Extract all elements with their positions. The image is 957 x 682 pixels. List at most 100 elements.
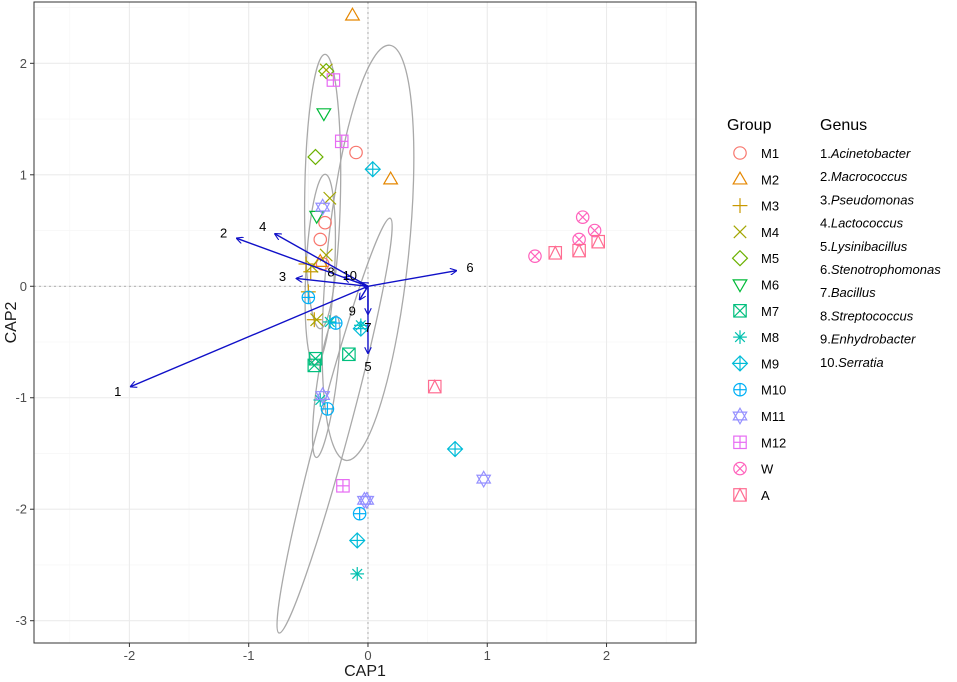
vector-label-9: 9 [349, 304, 356, 319]
marker-stroke [733, 487, 747, 502]
genus-legend-item-9: 9.Enhydrobacter [820, 332, 916, 347]
point-m1-2 [318, 215, 332, 230]
legend-key-m7 [733, 304, 747, 318]
point-m4-3 [319, 248, 333, 262]
x-tick-label: -2 [124, 648, 136, 663]
marker-outline [359, 491, 375, 505]
marker-stroke [310, 313, 324, 327]
y-tick-label: 2 [20, 56, 27, 71]
genus-name: Pseudomonas [831, 192, 915, 207]
point-m11-5 [314, 198, 331, 217]
point-m4-5 [310, 313, 324, 327]
point-m1-3 [313, 232, 328, 247]
genus-name: Bacillus [831, 285, 876, 300]
y-tick-label: 0 [20, 279, 27, 294]
legend-key-w [733, 461, 747, 476]
genus-legend-item-10: 10.Serratia [820, 355, 884, 370]
vector-arrow-1 [131, 285, 369, 386]
marker-outline [314, 198, 331, 212]
panel-border [33, 1, 697, 644]
genus-number: 3. [820, 192, 831, 207]
vector-label-5: 5 [364, 359, 371, 374]
legend-key-m6 [732, 279, 748, 293]
legend-key-m4 [733, 225, 747, 239]
point-m10-4 [301, 290, 316, 305]
legend-label-m5: M5 [761, 251, 779, 266]
marker-stroke [733, 304, 747, 318]
marker-outline [575, 210, 590, 224]
marker-outline [344, 7, 361, 21]
legend-key-m3 [732, 198, 748, 214]
marker-stroke [574, 234, 584, 245]
genus-number: 5. [820, 239, 831, 254]
legend-key-m5 [731, 249, 749, 267]
x-tick-label: 1 [484, 648, 491, 663]
x-tick-label: 0 [364, 648, 371, 663]
marker-outline [733, 461, 747, 476]
legend-label-m9: M9 [761, 356, 779, 371]
marker-stroke [591, 234, 605, 249]
point-m11-1 [475, 470, 492, 489]
legend-label-m2: M2 [761, 172, 779, 187]
legend-label-m4: M4 [761, 225, 779, 240]
point-m12-1 [326, 73, 341, 87]
marker-outline [314, 202, 331, 217]
legend-label-m11: M11 [761, 409, 785, 424]
marker-outline [314, 386, 331, 400]
vector-arrow-10 [362, 283, 368, 286]
marker-outline [307, 358, 322, 373]
genus-number: 8. [820, 308, 831, 323]
marker-outline [733, 304, 747, 318]
y-axis-title: CAP2 [3, 302, 20, 344]
marker-stroke [589, 225, 600, 236]
point-m3-3 [306, 312, 322, 328]
genus-number: 4. [820, 216, 831, 231]
panel-background [34, 2, 696, 643]
genus-legend-item-2: 2.Macrococcus [820, 169, 908, 184]
point-m11-4 [314, 386, 331, 405]
confidence-ellipse-1 [321, 44, 415, 462]
genus-legend-item-8: 8.Streptococcus [820, 308, 914, 323]
marker-outline [317, 62, 335, 80]
genus-number: 2. [820, 169, 831, 184]
vector-label-6: 6 [466, 260, 473, 275]
legend-key-m8 [733, 330, 747, 344]
marker-outline [318, 215, 332, 230]
marker-outline [732, 170, 748, 185]
marker-outline [528, 249, 542, 263]
marker-outline [315, 108, 332, 122]
marker-outline [732, 279, 748, 293]
vector-label-3: 3 [279, 269, 286, 284]
point-w-1 [528, 249, 542, 263]
marker-stroke [735, 463, 745, 474]
genus-legend-item-6: 6.Stenotrophomonas [820, 262, 941, 277]
marker-stroke [342, 347, 356, 361]
vector-arrow-4 [275, 234, 369, 287]
point-m7-3 [307, 358, 322, 373]
x-axis-title: CAP1 [344, 663, 386, 680]
marker-outline [475, 470, 492, 484]
genus-legend: Genus 1.Acinetobacter2.Macrococcus3.Pseu… [820, 117, 941, 370]
marker-stroke [323, 191, 337, 205]
point-a-2 [548, 245, 563, 260]
marker-stroke [530, 251, 540, 261]
genus-legend-item-4: 4.Lactococcus [820, 216, 904, 231]
genus-number: 9. [820, 332, 831, 347]
group-legend-title: Group [727, 117, 772, 134]
group-legend: Group M1 M2 M3 M4 M5 M6 M7 M8 M9 M10 M11 M12 WA [727, 117, 786, 503]
marker-outline [475, 474, 492, 489]
marker-outline [732, 407, 748, 421]
genus-name: Stenotrophomonas [831, 262, 941, 277]
confidence-ellipse-2 [303, 53, 342, 330]
plot-panel [34, 2, 696, 643]
marker-stroke [548, 245, 562, 260]
marker-outline [349, 145, 363, 160]
legend-label-m10: M10 [761, 383, 786, 398]
point-m2-1 [344, 7, 361, 21]
legend-label-m1: M1 [761, 146, 779, 161]
marker-outline [314, 391, 331, 405]
marker-outline [307, 148, 324, 166]
y-tick-label: -3 [15, 613, 27, 628]
point-m2-2 [382, 170, 399, 185]
